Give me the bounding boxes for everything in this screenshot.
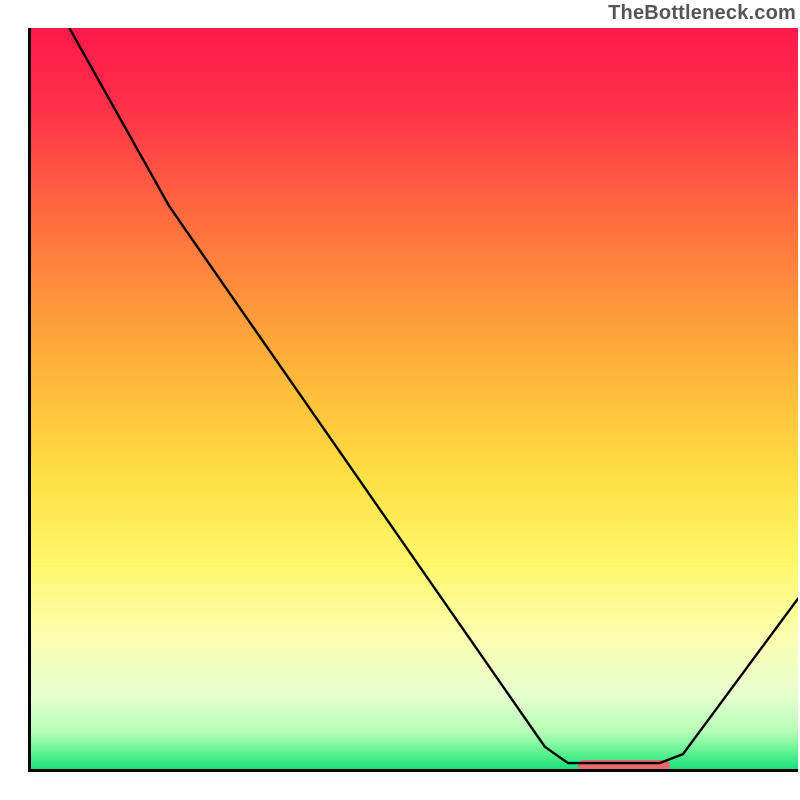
chart-canvas: TheBottleneck.com [0,0,800,800]
curve-path [69,28,798,763]
watermark-text: TheBottleneck.com [608,2,796,25]
bottleneck-curve [31,28,798,769]
plot-frame [28,28,798,772]
